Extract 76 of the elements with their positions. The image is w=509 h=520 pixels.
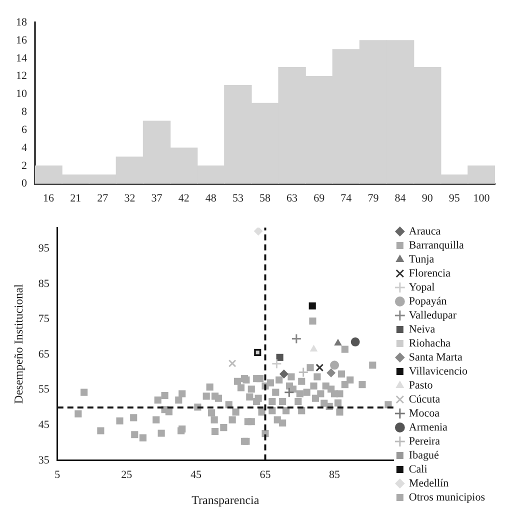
x-tick-label: 27 [97, 192, 109, 204]
x-tick-label: 5 [54, 468, 61, 481]
legend-label: Pasto [408, 379, 434, 392]
x-axis-title: Transparencia [192, 492, 260, 507]
legend-label: Florencia [408, 267, 451, 280]
y-tick-label: 10 [16, 88, 28, 100]
point [350, 337, 360, 346]
x-tick-label: 79 [368, 192, 380, 204]
point [291, 333, 302, 344]
y-tick-label: 45 [38, 419, 50, 432]
point [254, 228, 263, 236]
legend-label: Cali [408, 463, 428, 476]
legend-label: Cúcuta [408, 393, 440, 406]
y-tick-label: 65 [38, 348, 50, 360]
y-axis-title: Desempeño Institucional [11, 284, 26, 404]
point [276, 354, 284, 361]
legend-label: Mocoa [408, 407, 440, 420]
x-tick-label: 37 [151, 192, 163, 204]
legend-label: Riohacha [408, 337, 451, 350]
y-tick-label: 12 [16, 70, 27, 82]
y-tick-label: 8 [22, 106, 28, 118]
x-tick-label: 32 [124, 192, 136, 204]
x-tick-label: 21 [70, 192, 82, 204]
legend-label: Yopal [408, 281, 435, 294]
point [316, 364, 324, 372]
point [309, 318, 316, 325]
x-tick-label: 85 [329, 468, 341, 481]
x-tick-label: 25 [121, 468, 133, 481]
x-tick-label: 69 [314, 192, 326, 204]
point [298, 366, 309, 378]
point [326, 368, 336, 378]
x-tick-label: 100 [473, 192, 490, 204]
legend-label: Tunja [408, 253, 434, 266]
x-tick-label: 58 [260, 192, 271, 204]
x-tick-label: 65 [260, 468, 272, 481]
y-tick-label: 14 [16, 52, 28, 64]
point [228, 359, 236, 368]
point [279, 369, 288, 378]
legend-label: Barranquilla [408, 239, 464, 252]
x-tick-label: 63 [286, 192, 298, 204]
y-tick-label: 85 [38, 278, 50, 290]
x-tick-label: 84 [394, 192, 406, 204]
y-tick-label: 2 [22, 160, 27, 172]
legend-label: Arauca [408, 225, 441, 238]
point [271, 358, 282, 370]
x-tick-label: 95 [448, 192, 460, 204]
legend-label: Medellín [408, 477, 450, 490]
legend-label: Villavicencio [408, 365, 468, 378]
legend-label: Armenia [408, 421, 448, 434]
x-tick-label: 48 [205, 192, 217, 204]
x-tick-label: 74 [340, 192, 352, 204]
y-tick-label: 0 [22, 178, 28, 190]
point [334, 338, 342, 346]
y-tick-label: 6 [22, 124, 28, 136]
y-tick-label: 35 [38, 454, 50, 466]
y-tick-label: 4 [22, 142, 28, 154]
legend-label: Pereira [408, 435, 440, 448]
point [330, 360, 340, 370]
legend-label: Valledupar [408, 309, 457, 322]
y-tick-label: 16 [16, 34, 28, 46]
x-tick-label: 42 [178, 192, 190, 204]
legend-label: Santa Marta [408, 351, 462, 364]
legend-label: Otros municipios [408, 491, 486, 504]
legend-label: Neiva [408, 323, 436, 336]
x-tick-label: 45 [190, 468, 202, 481]
point [310, 344, 318, 352]
legend-label: Popayán [408, 295, 448, 308]
legend-label: Ibagué [408, 449, 439, 462]
y-tick-label: 18 [16, 16, 28, 28]
point [308, 302, 316, 310]
point [284, 387, 294, 398]
x-tick-label: 53 [232, 192, 244, 204]
y-tick-label: 75 [38, 313, 50, 326]
y-tick-label: 95 [38, 242, 50, 255]
y-tick-label: 55 [38, 384, 50, 396]
x-tick-label: 90 [422, 192, 434, 204]
